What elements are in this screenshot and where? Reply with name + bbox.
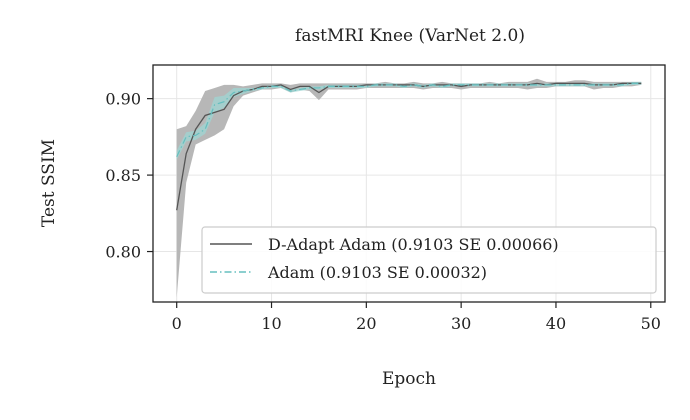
- x-axis-ticks: 0 10 20 30 40 50: [172, 302, 661, 333]
- x-tick-label: 0: [172, 314, 182, 333]
- legend-box: [201, 226, 657, 294]
- y-tick-label: 0.85: [105, 166, 141, 185]
- x-tick-label: 20: [356, 314, 376, 333]
- y-tick-label: 0.90: [105, 90, 141, 109]
- x-axis-label: Epoch: [382, 369, 436, 389]
- plot-frame: [152, 64, 666, 303]
- y-axis-ticks: 0.80 0.85 0.90: [105, 90, 153, 262]
- legend-label-adam: Adam (0.9103 SE 0.00032): [267, 263, 487, 282]
- series-lines: [176, 82, 642, 211]
- x-tick-label: 50: [641, 314, 661, 333]
- x-tick-label: 30: [451, 314, 471, 333]
- x-tick-label: 40: [546, 314, 566, 333]
- chart-title: fastMRI Knee (VarNet 2.0): [295, 26, 525, 46]
- legend: D-Adapt Adam (0.9103 SE 0.00066) Adam (0…: [201, 226, 657, 294]
- y-tick-label: 0.80: [105, 243, 141, 262]
- line-series-0: [176, 82, 642, 211]
- y-axis-label: Test SSIM: [39, 139, 59, 227]
- legend-label-d-adapt-adam: D-Adapt Adam (0.9103 SE 0.00066): [268, 235, 559, 254]
- line-series-1: [176, 82, 642, 157]
- confidence-bands: [176, 78, 642, 298]
- x-tick-label: 10: [261, 314, 281, 333]
